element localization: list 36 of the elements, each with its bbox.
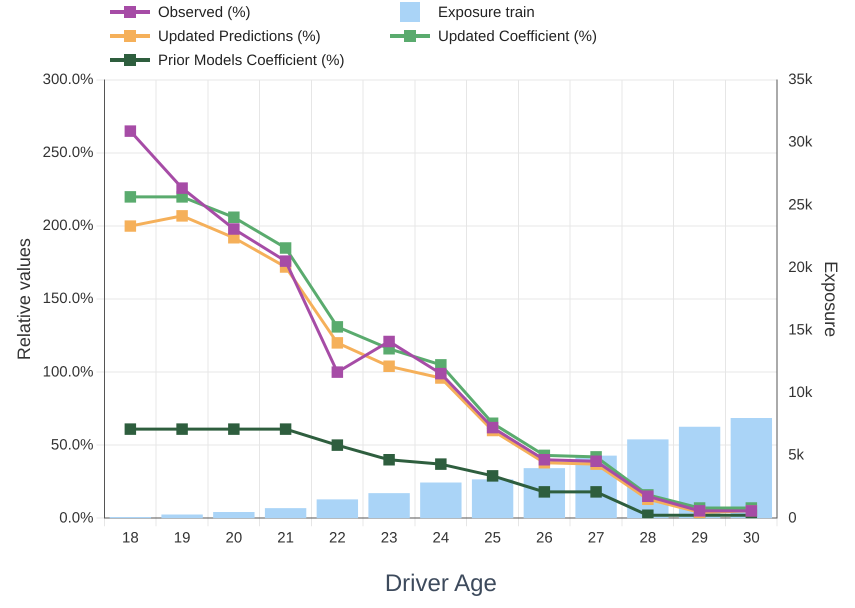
y2-tick-label: 30k	[788, 134, 813, 151]
x-tick-label: 19	[174, 529, 190, 546]
y-tick-label: 200.0%	[42, 217, 94, 234]
y-tick-label: 50.0%	[50, 436, 94, 454]
x-tick-label: 26	[536, 529, 553, 546]
x-tick-label: 21	[277, 529, 294, 546]
x-tick-label: 25	[484, 529, 501, 546]
y-tick-label: 150.0%	[42, 290, 94, 308]
y2-tick-label: 25k	[788, 196, 813, 214]
y2-axis-title: Exposure	[821, 261, 842, 338]
legend-label: Prior Models Coefficient (%)	[158, 52, 344, 68]
y2-tick-label: 10k	[788, 384, 813, 402]
y-axis-title: Relative values	[14, 238, 34, 360]
x-tick-label: 30	[742, 529, 760, 546]
y-tick-label: 300.0%	[42, 71, 94, 88]
x-tick-label: 18	[122, 529, 139, 546]
legend-label: Updated Coefficient (%)	[438, 28, 597, 44]
y2-tick-label: 20k	[788, 258, 813, 276]
x-tick-label: 20	[226, 529, 242, 546]
y2-tick-label: 35k	[788, 71, 813, 88]
legend-label: Observed (%)	[158, 4, 251, 20]
x-axis-title: Driver Age	[384, 570, 497, 598]
y-tick-label: 0.0%	[59, 509, 94, 526]
x-tick-label: 29	[691, 529, 708, 546]
x-tick-label: 24	[432, 529, 450, 546]
y2-tick-label: 15k	[788, 322, 813, 339]
legend-label: Updated Predictions (%)	[158, 28, 321, 44]
x-tick-label: 22	[329, 529, 346, 546]
legend-label: Exposure train	[438, 4, 535, 20]
x-tick-label: 27	[588, 529, 604, 546]
y-tick-label: 250.0%	[42, 144, 94, 162]
x-tick-label: 23	[380, 529, 398, 546]
y2-tick-label: 0	[788, 509, 797, 526]
x-tick-label: 28	[640, 529, 656, 546]
y2-tick-label: 5k	[788, 446, 805, 464]
y-tick-label: 100.0%	[42, 363, 94, 380]
